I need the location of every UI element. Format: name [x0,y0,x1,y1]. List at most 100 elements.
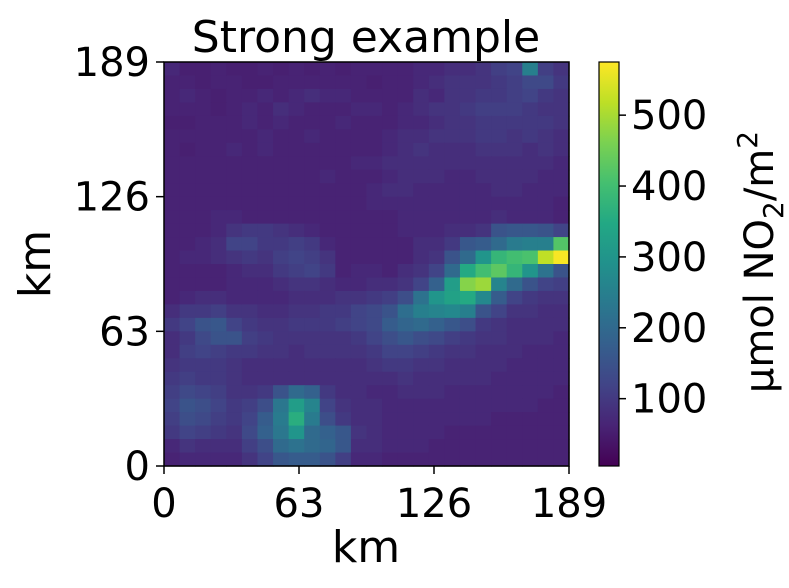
heatmap-cell [382,129,399,144]
heatmap-cell [397,250,414,265]
heatmap-cell [273,439,290,454]
heatmap-cell [195,317,212,332]
heatmap-cell [288,156,305,171]
heatmap-cell [413,142,430,157]
heatmap-cell [382,223,399,238]
heatmap-cell [195,183,212,198]
heatmap-cell [210,398,227,413]
heatmap [164,62,570,467]
heatmap-cell [288,75,305,90]
heatmap-cell [506,62,523,77]
heatmap-cell [210,102,227,117]
heatmap-cell [413,62,430,77]
heatmap-cell [257,115,274,130]
heatmap-cell [226,344,243,359]
colorbar-label-sub: 2 [757,201,789,219]
heatmap-cell [491,210,508,225]
heatmap-cell [241,264,259,279]
heatmap-cell [257,183,274,198]
heatmap-cell [537,115,555,130]
heatmap-cell [444,129,461,144]
heatmap-cell [195,344,212,359]
heatmap-cell [288,237,305,252]
heatmap-cell [335,439,352,454]
heatmap-cell [288,290,305,305]
heatmap-cell [413,425,430,440]
heatmap-cell [553,156,570,171]
heatmap-cell [506,331,523,346]
heatmap-cell [413,317,430,332]
heatmap-cell [319,210,336,225]
heatmap-cell [522,250,539,265]
heatmap-cell [241,196,259,211]
heatmap-cell [319,452,336,467]
heatmap-cell [382,156,399,171]
heatmap-cell [522,62,539,77]
heatmap-cell [428,223,445,238]
heatmap-cell [273,102,290,117]
heatmap-cell [195,169,212,184]
heatmap-cell [537,62,555,77]
heatmap-cell [164,344,181,359]
heatmap-cell [350,290,368,305]
heatmap-cell [382,88,399,103]
heatmap-cell [413,75,430,90]
plot-frame [163,61,570,467]
colorbar-tick-label: 300 [631,235,707,281]
heatmap-cell [444,115,461,130]
heatmap-cell [506,237,523,252]
heatmap-cell [350,371,368,386]
heatmap-cell [319,142,336,157]
heatmap-cell [319,371,336,386]
heatmap-cell [366,115,383,130]
heatmap-cell [241,156,259,171]
heatmap-cell [335,385,352,400]
heatmap-cell [382,264,399,279]
heatmap-cell [304,398,321,413]
heatmap-cell [304,88,321,103]
heatmap-cell [257,344,274,359]
heatmap-cell [210,344,227,359]
heatmap-cell [475,250,492,265]
y-tick-label: 189 [74,40,150,86]
heatmap-cell [179,452,196,467]
heatmap-cell [288,196,305,211]
heatmap-cell [335,317,352,332]
heatmap-cell [491,412,508,427]
heatmap-cell [273,317,290,332]
heatmap-cell [195,129,212,144]
heatmap-cell [459,439,477,454]
heatmap-cell [459,196,477,211]
heatmap-cell [444,290,461,305]
heatmap-cell [273,452,290,467]
heatmap-cell [195,102,212,117]
heatmap-cell [491,129,508,144]
heatmap-cell [195,425,212,440]
heatmap-cell [210,317,227,332]
heatmap-cell [537,344,555,359]
heatmap-cell [350,277,368,292]
heatmap-cell [413,304,430,319]
heatmap-cell [522,344,539,359]
heatmap-cell [506,439,523,454]
x-tick-label: 63 [274,481,325,527]
heatmap-cell [522,439,539,454]
heatmap-cell [195,115,212,130]
heatmap-cell [397,156,414,171]
heatmap-cell [506,425,523,440]
heatmap-cell [397,115,414,130]
heatmap-cell [366,129,383,144]
heatmap-cell [210,169,227,184]
heatmap-cell [164,317,181,332]
heatmap-cell [210,62,227,77]
heatmap-cell [413,371,430,386]
heatmap-cell [506,156,523,171]
heatmap-cell [553,452,570,467]
heatmap-cell [459,250,477,265]
heatmap-cell [413,277,430,292]
heatmap-cell [304,452,321,467]
heatmap-cell [210,142,227,157]
heatmap-cell [428,425,445,440]
heatmap-cell [459,62,477,77]
heatmap-cell [553,385,570,400]
